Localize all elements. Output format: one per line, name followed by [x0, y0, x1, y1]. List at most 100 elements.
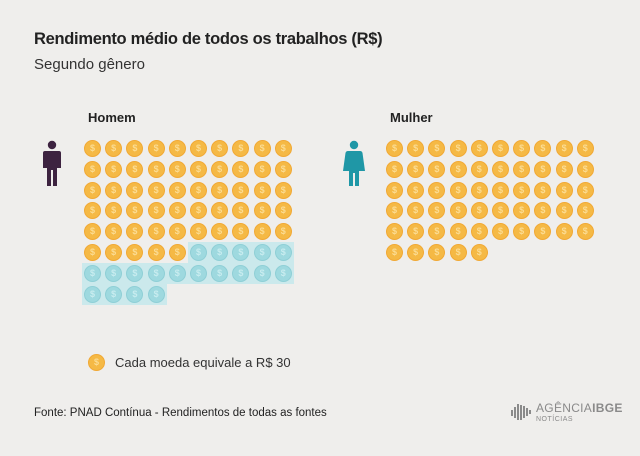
- coin-mark: $: [274, 202, 292, 220]
- coin-mark: $: [126, 140, 144, 157]
- coin-mark: $: [407, 140, 425, 157]
- coin-mark: $: [576, 181, 594, 199]
- coin-mark: $: [168, 181, 186, 199]
- coin-mark: $: [534, 160, 552, 178]
- coin-mark: $: [534, 181, 552, 199]
- coin-mark: $: [576, 160, 594, 178]
- coin-mark: $: [253, 181, 271, 199]
- coin-mark: $: [513, 140, 531, 157]
- group-label-men: Homem: [88, 110, 136, 125]
- coin-mark: $: [274, 264, 292, 282]
- coin-mark: $: [190, 264, 207, 282]
- coin-mark: $: [232, 264, 250, 282]
- coin-mark: $: [168, 160, 186, 178]
- coin-mark: $: [513, 181, 531, 199]
- source-note: Fonte: PNAD Contínua - Rendimentos de to…: [34, 407, 327, 419]
- coin-mark: $: [105, 160, 123, 178]
- coin-mark: $: [84, 244, 101, 261]
- coin-mark: $: [190, 160, 207, 178]
- coin-mark: $: [449, 160, 467, 178]
- coin-mark: $: [147, 244, 165, 261]
- coin-mark: $: [470, 244, 488, 261]
- man-icon: [43, 140, 61, 186]
- coin-mark: $: [386, 160, 403, 178]
- coin-mark: $: [253, 244, 271, 261]
- coin-mark: $: [84, 285, 101, 303]
- coin-mark: $: [513, 202, 531, 220]
- coin-mark: $: [407, 223, 425, 241]
- coin-mark: $: [386, 181, 403, 199]
- coin-mark: $: [555, 160, 573, 178]
- logo-sub: NOTÍCIAS: [536, 416, 574, 423]
- chart-subtitle: Segundo gênero: [34, 56, 145, 73]
- coin-mark: $: [407, 244, 425, 261]
- coin-mark: $: [555, 140, 573, 157]
- coin-mark: $: [232, 223, 250, 241]
- coin-grid-men: $ $ $ $ $ $ $ $ $ $ $ $ $ $ $ $ $ $ $ $ $ $ $ $ $ $ $ $ $ $ $ $ $ $ $ $ $ $ $ $…: [82, 140, 306, 330]
- coin-mark: $: [470, 181, 488, 199]
- coin-mark: $: [470, 140, 488, 157]
- coin-mark: $: [105, 140, 123, 157]
- coin-mark: $: [126, 181, 144, 199]
- coin-mark: $: [190, 202, 207, 220]
- coin-mark: $: [190, 140, 207, 157]
- coin-mark: $: [168, 202, 186, 220]
- coin-mark: $: [211, 160, 229, 178]
- coin-mark: $: [274, 160, 292, 178]
- coin-mark: $: [105, 181, 123, 199]
- legend-text: Cada moeda equivale a R$ 30: [115, 355, 291, 370]
- coin-mark: $: [576, 140, 594, 157]
- coin-mark: $: [126, 285, 144, 303]
- coin-mark: $: [386, 202, 403, 220]
- coin-mark: $: [105, 285, 123, 303]
- highlight-band: [82, 283, 167, 305]
- coin-mark: $: [211, 264, 229, 282]
- coin-mark: $: [555, 202, 573, 220]
- coin-mark: $: [449, 181, 467, 199]
- coin-mark: $: [147, 202, 165, 220]
- coin-mark: $: [126, 223, 144, 241]
- coin-mark: $: [407, 181, 425, 199]
- chart-title: Rendimento médio de todos os trabalhos (…: [34, 30, 383, 48]
- coin-grid-women: $ $ $ $ $ $ $ $ $ $ $ $ $ $ $ $ $ $ $ $ $ $ $ $ $ $ $ $ $ $ $ $ $ $ $ $ $ $ $ $…: [386, 140, 608, 290]
- coin-mark: $: [232, 202, 250, 220]
- coin-mark: $: [428, 223, 446, 241]
- coin-mark: $: [428, 202, 446, 220]
- coin-mark: $: [534, 140, 552, 157]
- coin-mark: $: [534, 202, 552, 220]
- coin-mark: $: [253, 160, 271, 178]
- coin-mark: $: [513, 160, 531, 178]
- coin-mark: $: [492, 140, 509, 157]
- coin-mark: $: [211, 140, 229, 157]
- coin-mark: $: [407, 160, 425, 178]
- logo-brand: AGÊNCIAIBGE: [536, 401, 623, 415]
- coin-mark: $: [168, 244, 186, 261]
- coin-mark: $: [470, 160, 488, 178]
- coin-mark: $: [274, 140, 292, 157]
- coin-mark: $: [253, 202, 271, 220]
- coin-mark: $: [147, 285, 165, 303]
- coin-mark: $: [232, 140, 250, 157]
- coin-mark: $: [168, 264, 186, 282]
- coin-mark: $: [253, 223, 271, 241]
- coin-mark: $: [84, 223, 101, 241]
- coin-mark: $: [168, 223, 186, 241]
- coin-mark: $: [211, 223, 229, 241]
- coin-mark: $: [147, 140, 165, 157]
- coin-mark: $: [190, 244, 207, 261]
- coin-mark: $: [274, 223, 292, 241]
- coin-mark: $: [386, 244, 403, 261]
- coin-mark: $: [513, 223, 531, 241]
- woman-icon: [343, 140, 365, 186]
- coin-mark: $: [407, 202, 425, 220]
- coin-mark: $: [190, 181, 207, 199]
- coin-mark: $: [555, 223, 573, 241]
- coin-mark: $: [211, 181, 229, 199]
- coin-mark: $: [211, 244, 229, 261]
- coin-mark: $: [105, 202, 123, 220]
- coin-mark: $: [492, 181, 509, 199]
- coin-mark: $: [386, 223, 403, 241]
- coin-mark: $: [428, 140, 446, 157]
- coin-mark: $: [105, 264, 123, 282]
- coin-mark: $: [492, 223, 509, 241]
